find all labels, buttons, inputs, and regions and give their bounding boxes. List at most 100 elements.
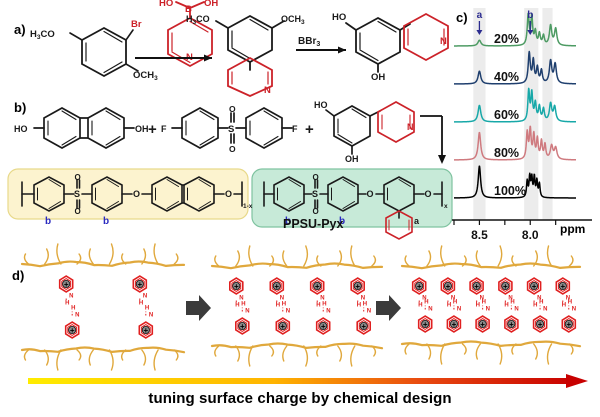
svg-text:H: H <box>235 303 239 309</box>
proton-label-b-1: b <box>45 216 51 227</box>
svg-text:N: N <box>422 296 426 302</box>
proton-label-a: a <box>414 216 420 226</box>
label-right-terminal-o: O <box>425 189 432 199</box>
polymer-side-chain <box>56 349 62 371</box>
label-br: Br <box>131 19 142 30</box>
panel-a-scheme: H3CO Br OCH3 HO OH B N <box>0 0 449 97</box>
nmr-label-100: 100% <box>494 184 526 198</box>
label-bbr3: BBr3 <box>298 36 320 48</box>
polymer-side-chain <box>337 250 343 267</box>
polymer-side-chain <box>153 243 159 265</box>
label-oh-product2: OH <box>371 72 385 83</box>
svg-text:H: H <box>539 300 543 306</box>
polymer-name-label: PPSU-Pyx <box>283 217 343 231</box>
polymer-side-chain <box>214 255 220 267</box>
svg-text:H: H <box>65 301 69 307</box>
polymer-side-chain <box>269 255 275 267</box>
svg-text:N: N <box>486 307 490 313</box>
pyridinium-cation-top: +NH <box>555 277 570 309</box>
pyridinium-cation-bottom: + NH <box>138 306 153 339</box>
nmr-highlight-band-0 <box>473 8 486 220</box>
svg-text:N: N <box>280 296 284 302</box>
svg-text:H: H <box>418 303 422 309</box>
nmr-trace-60 <box>453 87 577 123</box>
pyridinium-cation-bottom: + NH <box>417 300 433 333</box>
label-ho-product2: HO <box>332 12 346 23</box>
panel-b-polymer: O O S O O 1-x b b <box>0 166 460 240</box>
svg-text:+: + <box>143 326 148 335</box>
pyridinium-cation-bottom: + NH <box>315 302 331 335</box>
svg-text:+: + <box>532 282 537 291</box>
polymer-side-chain <box>76 349 82 361</box>
pyridinium-cation-bottom: + NH <box>475 300 490 333</box>
label-boron: B <box>185 4 192 15</box>
polymer-side-chain <box>404 255 410 267</box>
svg-text:N: N <box>286 309 290 315</box>
polymer-side-chain <box>461 343 467 355</box>
polymer-side-chain <box>76 253 82 265</box>
polymer-side-chain <box>235 345 241 362</box>
svg-text:N: N <box>75 313 79 319</box>
progression-arrow-1 <box>186 295 211 321</box>
label-right-subscript: x <box>444 203 448 210</box>
label-oh-biphenol-right: OH <box>135 124 149 134</box>
pyridinium-cation-top: +NH <box>229 277 244 309</box>
polymer-side-chain <box>350 245 356 267</box>
svg-text:H: H <box>276 303 280 309</box>
label-sulfone-o-bottom: O <box>229 144 236 154</box>
svg-text:H: H <box>453 300 457 306</box>
label-right-sulfur: S <box>312 189 318 199</box>
nmr-tick-label-8.5: 8.5 <box>471 228 488 242</box>
svg-text:N: N <box>245 309 249 315</box>
nmr-label-40: 40% <box>494 70 519 84</box>
polymer-side-chain <box>214 345 220 357</box>
svg-text:N: N <box>508 296 512 302</box>
nmr-label-60: 60% <box>494 108 519 122</box>
proton-label-b-4: b <box>339 216 345 227</box>
polymer-side-chain <box>43 248 49 265</box>
polymerization-arrow <box>420 115 446 164</box>
label-f-right: F <box>292 124 298 134</box>
polymer-side-chain <box>108 349 114 371</box>
polymer-backbone <box>400 262 582 270</box>
svg-text:+: + <box>274 282 279 291</box>
polymer-side-chain <box>337 345 343 362</box>
svg-text:H: H <box>71 306 75 312</box>
polymer-side-chain <box>235 250 241 267</box>
svg-text:+: + <box>509 320 514 329</box>
reaction-arrow-2 <box>296 46 346 54</box>
pyridinium-cation-top: +NH <box>440 277 455 309</box>
label-left-so2-o-bottom: O <box>75 207 81 216</box>
nmr-tick-label-8.0: 8.0 <box>522 228 539 242</box>
svg-text:+: + <box>560 282 565 291</box>
nmr-trace-labels: 20% 40% 60% 80% 100% <box>494 32 526 198</box>
nmr-trace-40 <box>453 50 577 85</box>
pyridinium-cation-top: +NH <box>498 277 513 309</box>
polymer-side-chain <box>141 349 147 366</box>
svg-text:H: H <box>322 302 326 308</box>
nmr-traces <box>453 12 577 199</box>
svg-text:H: H <box>482 300 486 306</box>
polymer-side-chain <box>533 343 539 360</box>
svg-text:H: H <box>316 303 320 309</box>
progression-arrow-2 <box>376 295 401 321</box>
pyridinium-cation-top: +NH <box>350 277 365 309</box>
label-och3-2: OCH3 <box>281 14 305 26</box>
svg-text:+: + <box>474 282 479 291</box>
svg-text:H: H <box>241 302 245 308</box>
panel-b-monomers: HO OH + F <box>0 98 460 168</box>
nmr-unit-label: ppm <box>560 222 586 236</box>
polymer-side-chain <box>546 245 553 267</box>
proton-label-b-2: b <box>103 216 109 227</box>
svg-text:+: + <box>452 320 457 329</box>
pyridinium-cation-bottom: + NH <box>235 302 250 335</box>
svg-text:H: H <box>562 303 566 309</box>
polymer-side-chain <box>371 345 377 357</box>
nmr-trace-80 <box>453 125 577 161</box>
svg-text:H: H <box>510 300 514 306</box>
membrane-stage-3: +NH+NH+NH+NH+NH+NH+NH+NH+NH+NH+NH+NH <box>400 245 582 365</box>
svg-text:N: N <box>239 296 243 302</box>
pyridinium-cation-top: +NH <box>469 277 484 309</box>
svg-text:+: + <box>417 282 422 291</box>
polymer-side-chain <box>475 343 482 360</box>
